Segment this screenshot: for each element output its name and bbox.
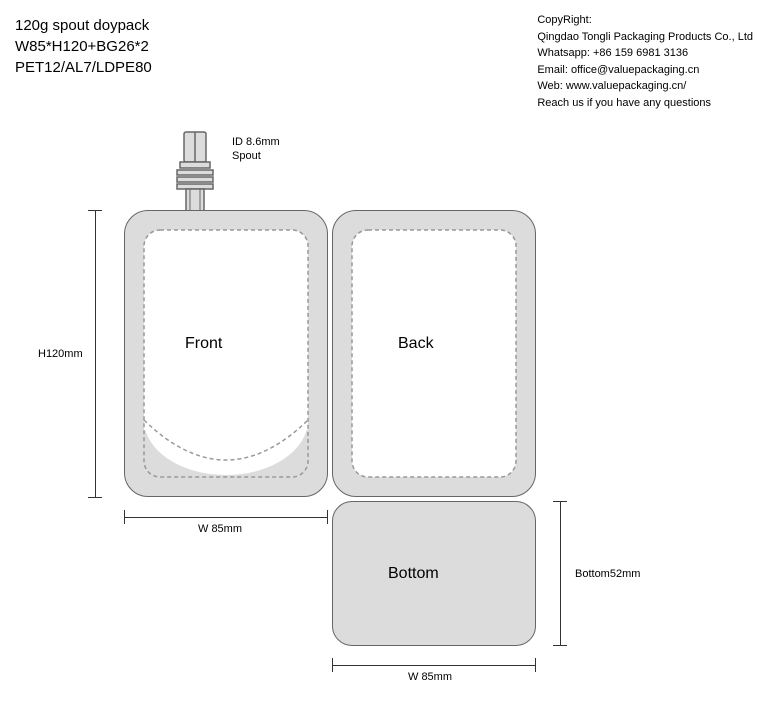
- dim-bottom-width-line: [332, 665, 536, 666]
- spout-id: ID 8.6mm: [232, 135, 280, 149]
- dim-bottom-height-line: [560, 501, 561, 646]
- contact-whatsapp: Whatsapp: +86 159 6981 3136: [537, 45, 753, 62]
- contact-email: Email: office@valuepackaging.cn: [537, 62, 753, 79]
- dim-height-line: [95, 210, 96, 497]
- spec-material: PET12/AL7/LDPE80: [15, 57, 152, 78]
- spec-title: 120g spout doypack: [15, 15, 152, 36]
- dim-tick: [535, 658, 536, 672]
- front-label: Front: [185, 335, 222, 353]
- bottom-label: Bottom: [388, 565, 439, 583]
- dim-height-label: H120mm: [38, 348, 83, 360]
- spout-label: ID 8.6mm Spout: [232, 135, 280, 164]
- dim-bottom-width-label: W 85mm: [408, 671, 452, 683]
- dim-bottom-height-label: Bottom52mm: [575, 568, 640, 580]
- spec-dimensions: W85*H120+BG26*2: [15, 36, 152, 57]
- spec-header: 120g spout doypack W85*H120+BG26*2 PET12…: [15, 15, 152, 78]
- dim-tick: [553, 645, 567, 646]
- dim-width-line: [124, 517, 328, 518]
- dim-tick: [124, 510, 125, 524]
- dim-tick: [327, 510, 328, 524]
- back-inner: [332, 210, 536, 497]
- front-inner: [124, 210, 328, 497]
- dim-tick: [88, 497, 102, 498]
- dim-tick: [332, 658, 333, 672]
- dieline-diagram: ID 8.6mm Spout Front Back Bottom H120mm …: [30, 120, 750, 700]
- contact-note: Reach us if you have any questions: [537, 95, 753, 112]
- contact-heading: CopyRight:: [537, 12, 753, 29]
- back-label: Back: [398, 335, 434, 353]
- contact-web: Web: www.valuepackaging.cn/: [537, 78, 753, 95]
- spout-drawing: [160, 130, 230, 215]
- spout-text: Spout: [232, 149, 280, 163]
- dim-tick: [553, 501, 567, 502]
- dim-width-label: W 85mm: [198, 523, 242, 535]
- dim-tick: [88, 210, 102, 211]
- contact-block: CopyRight: Qingdao Tongli Packaging Prod…: [537, 12, 753, 111]
- contact-company: Qingdao Tongli Packaging Products Co., L…: [537, 29, 753, 46]
